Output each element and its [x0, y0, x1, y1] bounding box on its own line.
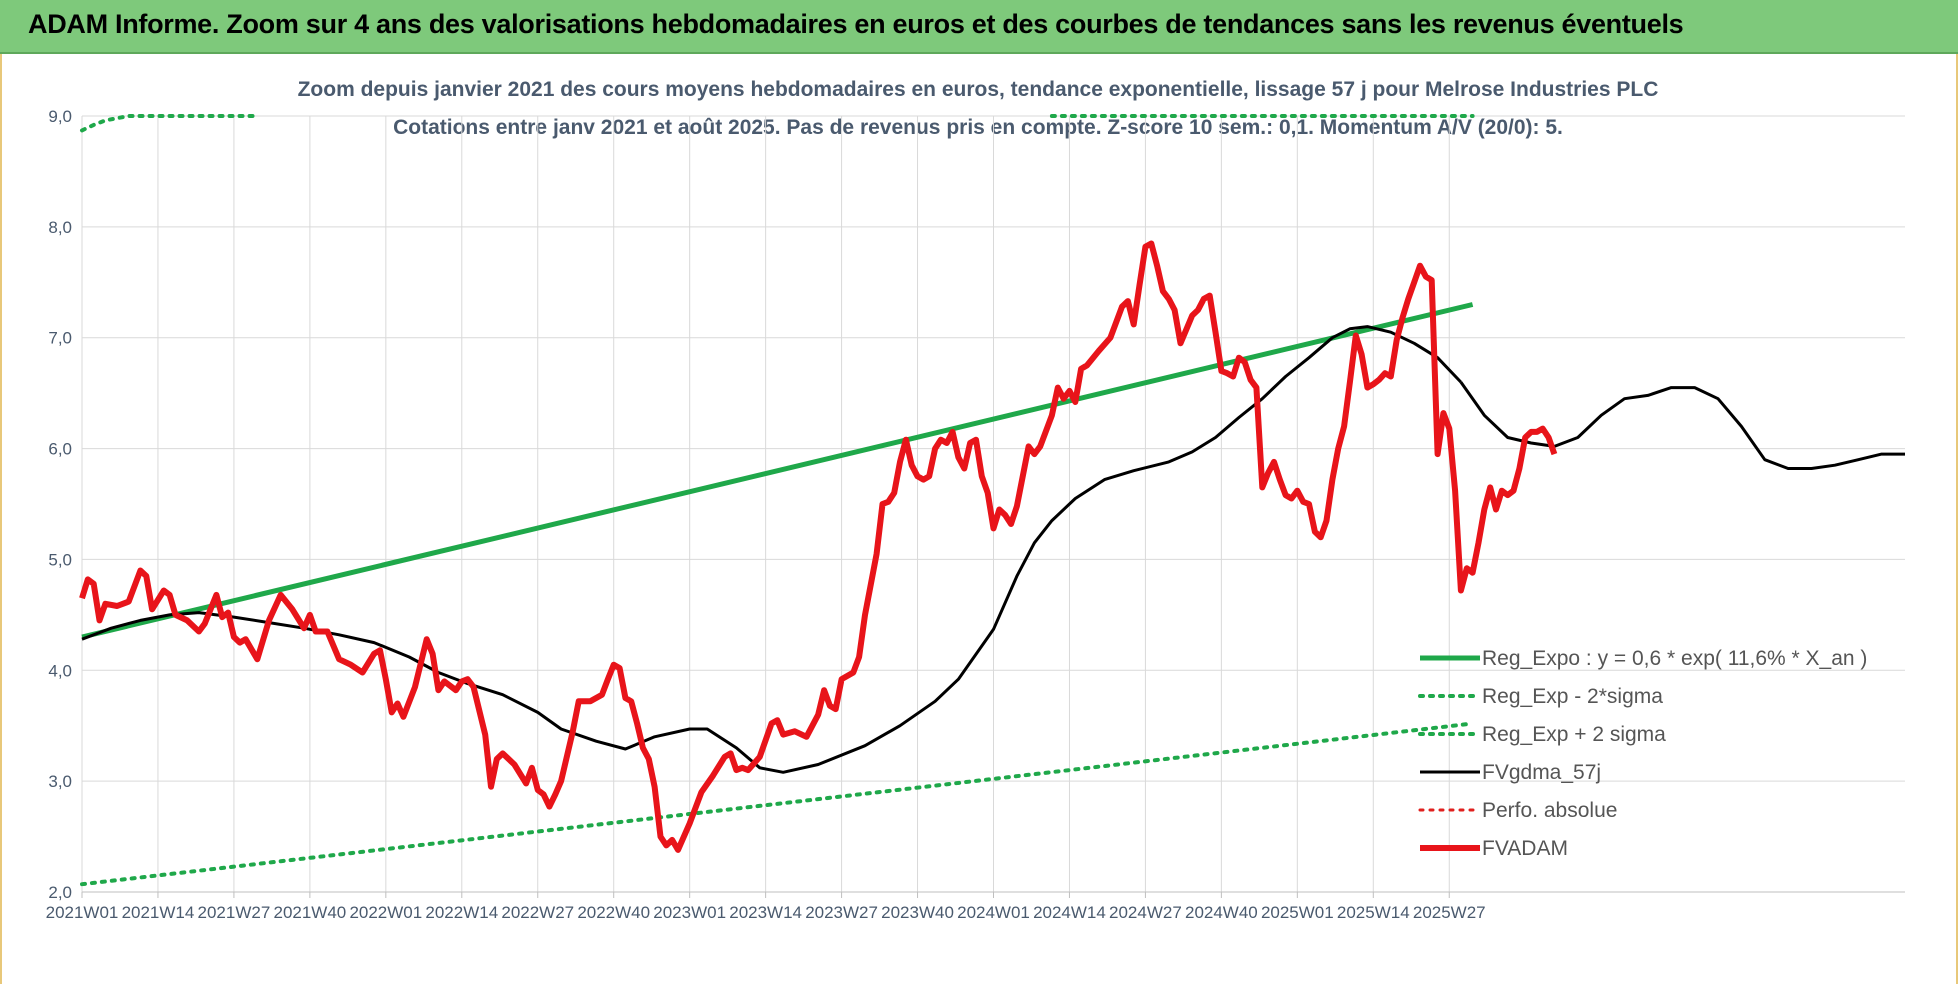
- y-tick-label: 7,0: [48, 329, 72, 348]
- y-tick-label: 6,0: [48, 440, 72, 459]
- y-tick-label: 2,0: [48, 883, 72, 902]
- legend-label: FVgdma_57j: [1482, 761, 1601, 784]
- legend-label: Reg_Exp + 2 sigma: [1482, 723, 1666, 746]
- price-chart: Zoom depuis janvier 2021 des cours moyen…: [46, 78, 1905, 922]
- x-tick-label: 2021W40: [273, 903, 346, 922]
- x-tick-label: 2021W14: [122, 903, 195, 922]
- y-tick-label: 9,0: [48, 107, 72, 126]
- x-tick-label: 2024W27: [1109, 903, 1182, 922]
- series-line-1: [80, 721, 1475, 887]
- legend: Reg_Expo : y = 0,6 * exp( 11,6% * X_an )…: [1418, 647, 1867, 860]
- x-axis: 2021W01 2021W14 2021W27 2021W40 2022W01 2022W…: [46, 891, 1905, 922]
- y-axis: 2,0 3,0 4,0 5,0 6,0 7,0 8,0 9,0: [48, 107, 72, 902]
- report-banner: ADAM Informe. Zoom sur 4 ans des valoris…: [0, 0, 1958, 54]
- x-tick-label: 2025W14: [1337, 903, 1410, 922]
- series-line-3: [81, 325, 1462, 774]
- x-tick-label: 2024W01: [957, 903, 1030, 922]
- x-tick-label: 2023W40: [881, 903, 954, 922]
- x-tick-label: 2022W14: [425, 903, 498, 922]
- series-line-2: [80, 114, 260, 133]
- series-line-3: [1459, 381, 1905, 470]
- y-tick-label: 4,0: [48, 661, 72, 680]
- x-tick-label: 2021W01: [46, 903, 119, 922]
- report-title: ADAM Informe. Zoom sur 4 ans des valoris…: [28, 9, 1684, 39]
- x-tick-label: 2024W40: [1185, 903, 1258, 922]
- x-tick-label: 2023W27: [805, 903, 878, 922]
- x-tick-label: 2022W01: [349, 903, 422, 922]
- chart-frame: [0, 54, 1958, 984]
- y-tick-label: 8,0: [48, 218, 72, 237]
- x-tick-label: 2023W01: [653, 903, 726, 922]
- y-tick-label: 3,0: [48, 772, 72, 791]
- legend-label: Reg_Expo : y = 0,6 * exp( 11,6% * X_an ): [1482, 647, 1867, 670]
- chart-title-line2: Cotations entre janv 2021 et août 2025. …: [393, 116, 1563, 139]
- y-tick-label: 5,0: [48, 550, 72, 569]
- gridlines: [81, 115, 1905, 893]
- x-tick-label: 2023W14: [729, 903, 802, 922]
- series-line-5: [79, 240, 1558, 853]
- legend-label: FVADAM: [1482, 837, 1568, 860]
- series-lines: [79, 114, 1905, 887]
- legend-label: Reg_Exp - 2*sigma: [1482, 685, 1663, 708]
- x-tick-label: 2022W40: [577, 903, 650, 922]
- x-tick-label: 2021W27: [198, 903, 271, 922]
- x-tick-label: 2024W14: [1033, 903, 1106, 922]
- x-tick-label: 2025W27: [1413, 903, 1486, 922]
- chart-title-line1: Zoom depuis janvier 2021 des cours moyen…: [298, 78, 1659, 101]
- x-tick-label: 2025W01: [1261, 903, 1334, 922]
- x-tick-label: 2022W27: [501, 903, 574, 922]
- legend-label: Perfo. absolue: [1482, 799, 1617, 822]
